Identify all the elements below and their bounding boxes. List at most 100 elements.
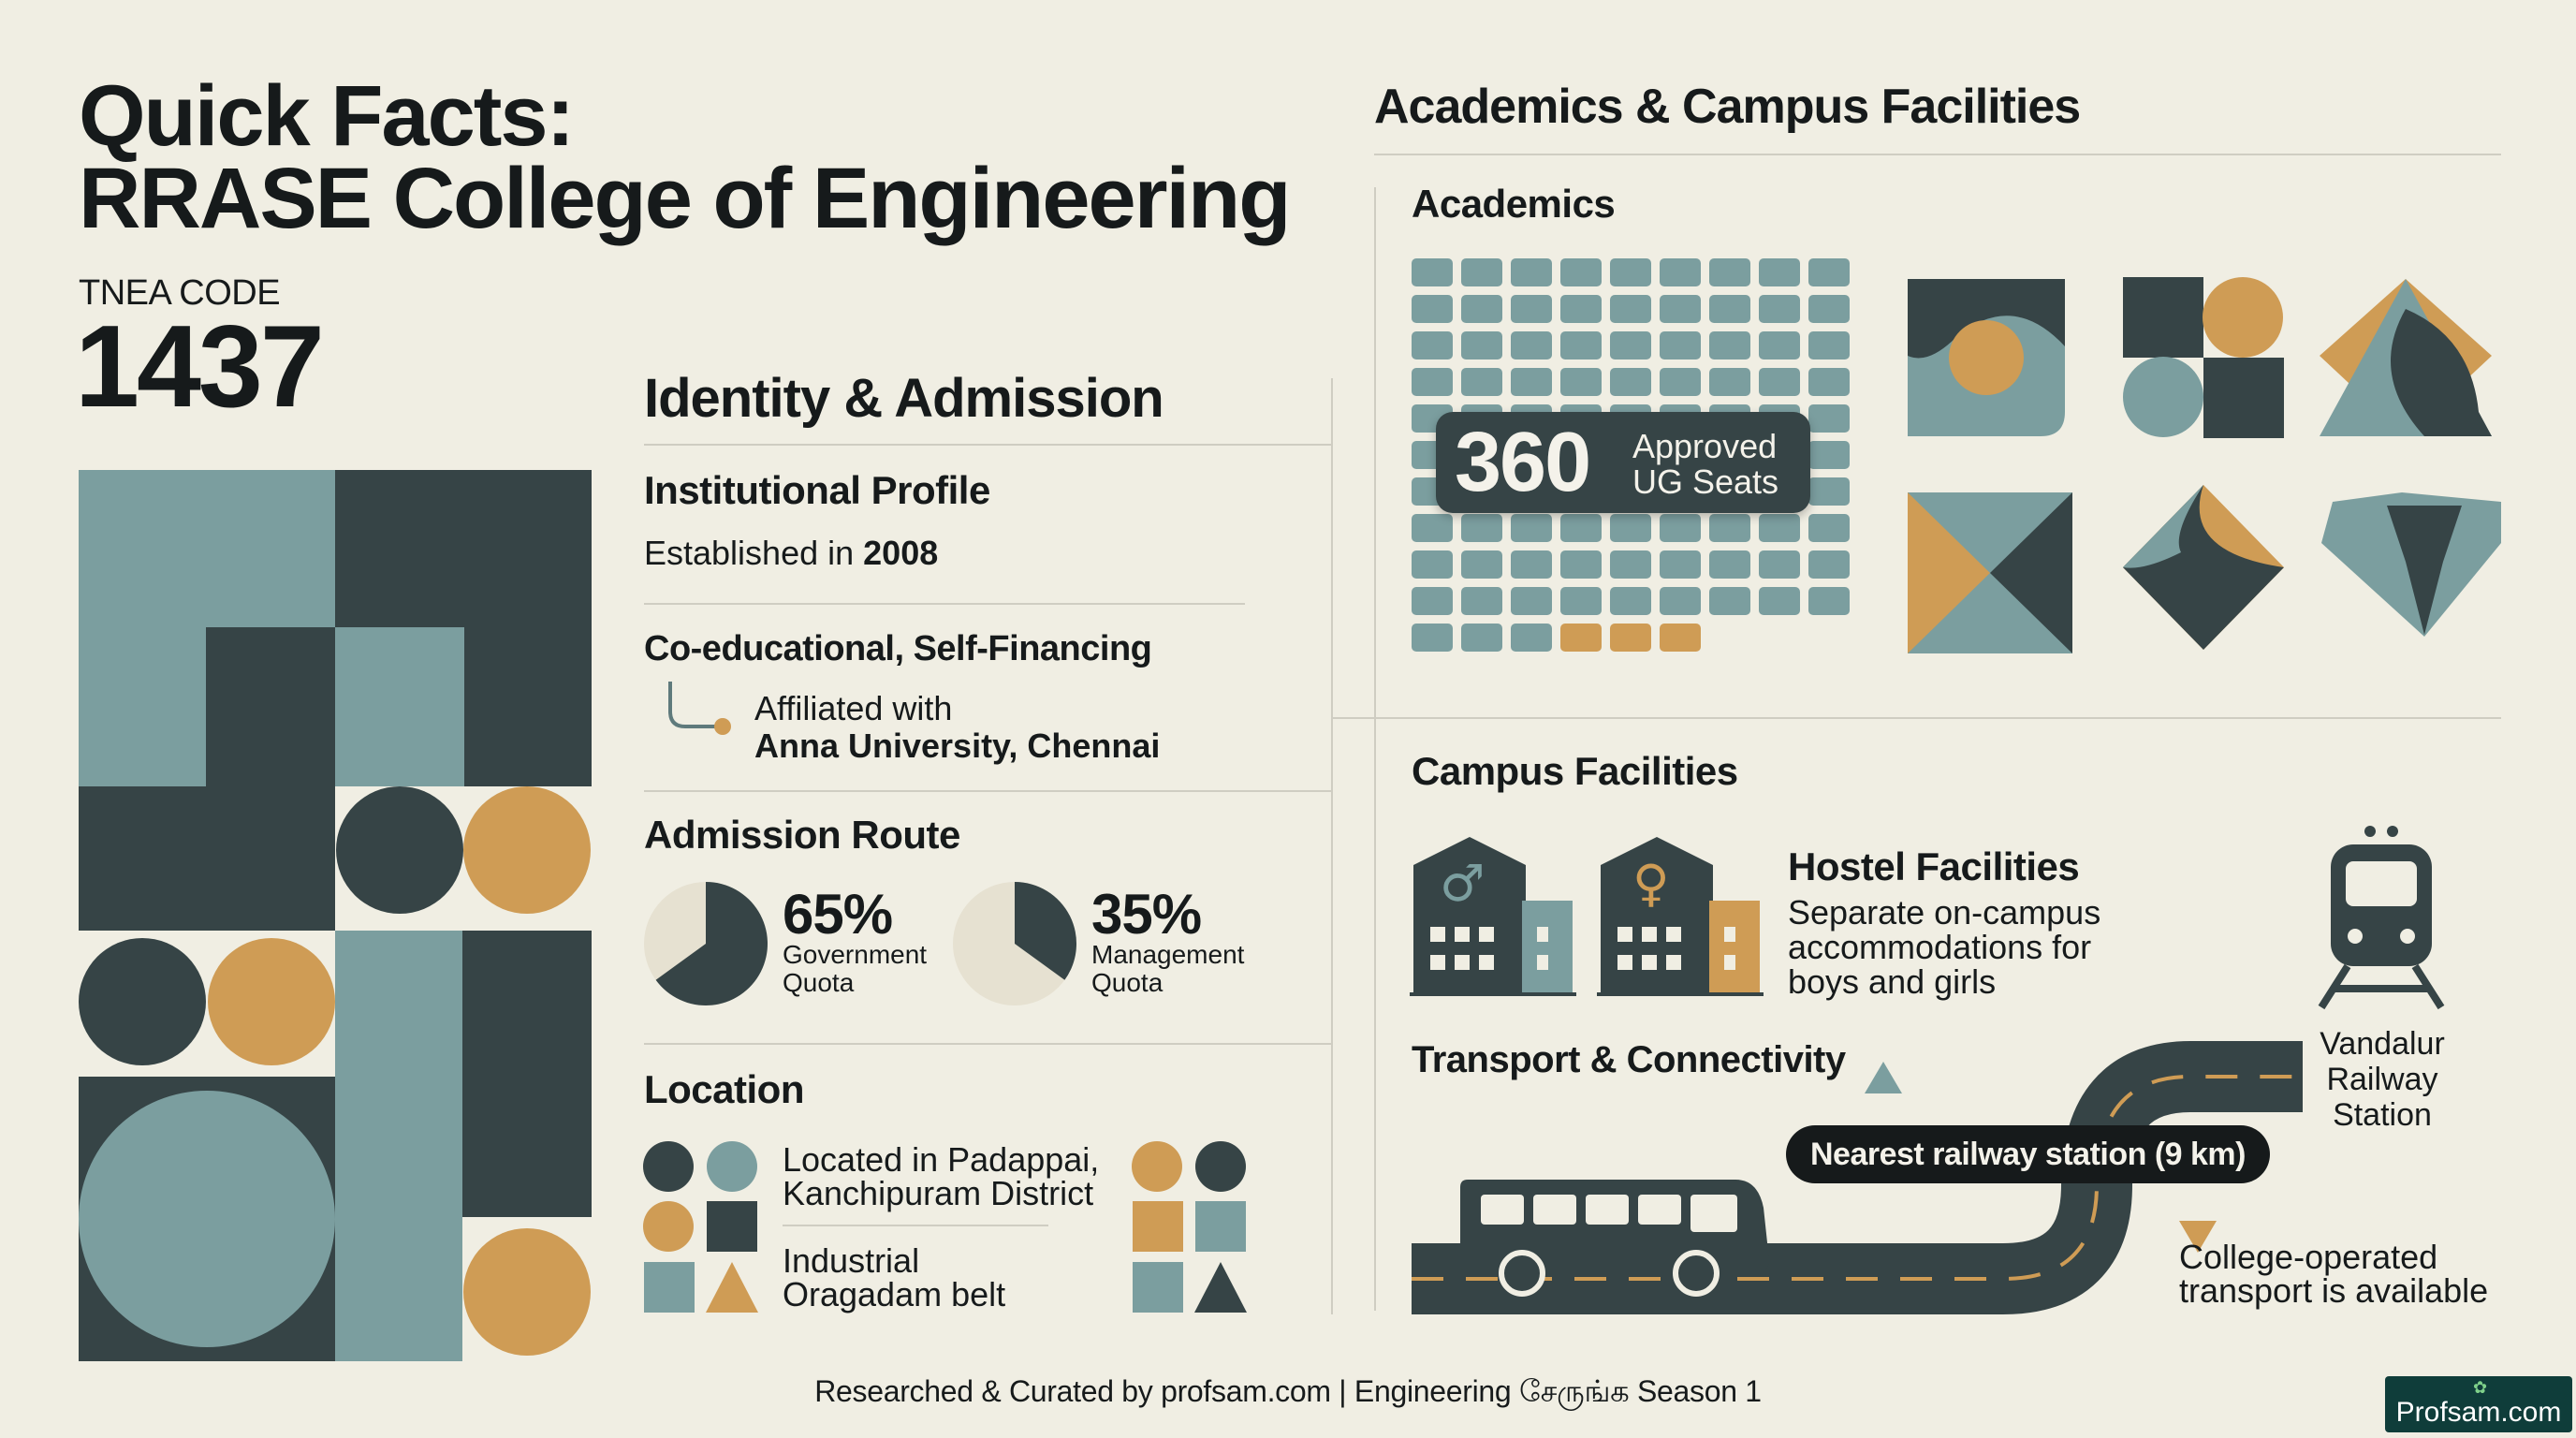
logo-icon: ✿ — [2473, 1378, 2488, 1397]
seat-cell — [1412, 624, 1453, 652]
railway-distance-pill: Nearest railway station (9 km) — [1786, 1125, 2270, 1183]
seat-cell — [1560, 331, 1602, 360]
seat-cell — [1759, 331, 1800, 360]
established-line: Established in 2008 — [644, 536, 938, 571]
mosaic-circle — [79, 1091, 335, 1347]
seat-cell — [1511, 550, 1552, 579]
hostel-heading: Hostel Facilities — [1788, 844, 2080, 888]
seat-cell — [1660, 550, 1701, 579]
station-line-2: Railway — [2326, 1062, 2438, 1097]
station-line-1: Vandalur — [2320, 1026, 2445, 1062]
seat-cell — [1610, 550, 1651, 579]
mosaic-block — [79, 786, 335, 931]
boys-hostel-building-icon — [1410, 837, 1576, 996]
geometric-shapes-icon — [1908, 277, 2501, 653]
train-icon — [2318, 826, 2445, 1010]
seat-cell — [1461, 258, 1502, 286]
seat-cell — [1560, 258, 1602, 286]
seat-cell — [1808, 587, 1850, 615]
seats-label-1: Approved — [1632, 427, 1778, 465]
seat-cell — [1808, 441, 1850, 469]
government-quota-pie — [644, 882, 768, 1005]
identity-divider — [644, 444, 1331, 446]
government-quota-label-1: Government — [783, 940, 928, 969]
affiliation-divider — [644, 790, 1331, 792]
location-shapes-right-icon — [1132, 1141, 1247, 1313]
campus-heading: Campus Facilities — [1412, 749, 1738, 793]
mosaic-block — [462, 1077, 592, 1217]
seat-cell — [1511, 368, 1552, 396]
seat-cell — [1461, 331, 1502, 360]
seat-cell — [1461, 514, 1502, 542]
seat-cell — [1709, 587, 1750, 615]
affiliated-line-1: Affiliated with — [754, 689, 953, 727]
affiliated-line-2: Anna University, Chennai — [754, 726, 1161, 765]
seat-cell — [1709, 258, 1750, 286]
seat-cell — [1461, 550, 1502, 579]
identity-heading: Identity & Admission — [644, 368, 1164, 429]
seat-cell — [1660, 624, 1701, 652]
seat-cell — [1511, 624, 1552, 652]
seat-cell — [1610, 368, 1651, 396]
seat-cell — [1808, 404, 1850, 433]
section-title-divider — [1374, 154, 2501, 155]
management-quota-label-1: Management — [1091, 940, 1245, 969]
seat-cell — [1808, 368, 1850, 396]
seats-label-2: UG Seats — [1632, 462, 1779, 501]
college-transport-line-2: transport is available — [2179, 1271, 2489, 1310]
title-line-2: RRASE College of Engineering — [79, 151, 1291, 246]
seat-cell — [1759, 587, 1800, 615]
seat-cell — [1461, 587, 1502, 615]
government-quota-percent: 65% — [783, 883, 893, 946]
seat-cell — [1511, 258, 1552, 286]
seat-cell — [1511, 587, 1552, 615]
seat-cell — [1511, 514, 1552, 542]
seat-cell — [1560, 368, 1602, 396]
profile-divider — [644, 603, 1245, 605]
seat-cell — [1511, 295, 1552, 323]
admission-heading: Admission Route — [644, 813, 960, 857]
tnea-code-label: TNEA CODE — [79, 273, 281, 313]
seat-cell — [1709, 514, 1750, 542]
seat-cell — [1412, 368, 1453, 396]
section-title-academics-campus: Academics & Campus Facilities — [1374, 80, 2081, 134]
bus-icon — [1460, 1180, 1769, 1297]
seat-cell — [1808, 258, 1850, 286]
mosaic-block — [206, 627, 335, 786]
seat-cell — [1660, 331, 1701, 360]
column-divider — [1331, 378, 1333, 1314]
seat-cell — [1610, 258, 1651, 286]
admission-divider — [644, 1043, 1331, 1045]
title-line-1: Quick Facts: — [79, 68, 575, 164]
seat-cell — [1660, 368, 1701, 396]
seat-cell — [1660, 295, 1701, 323]
mosaic-circle — [336, 786, 463, 914]
seat-cell — [1660, 587, 1701, 615]
seat-cell — [1660, 258, 1701, 286]
location-line-2b: Oragadam belt — [783, 1275, 1006, 1313]
hostel-text-1: Separate on-campus — [1788, 893, 2101, 932]
girls-hostel-building-icon — [1597, 837, 1764, 996]
established-year: 2008 — [863, 534, 939, 572]
seat-cell — [1808, 550, 1850, 579]
road-illustration — [1412, 1041, 2303, 1314]
mosaic-circle — [208, 938, 335, 1065]
management-quota-percent: 35% — [1091, 883, 1202, 946]
footer-credit: Researched & Curated by profsam.com | En… — [814, 1374, 1762, 1408]
mosaic-block — [335, 1077, 462, 1361]
seat-cell — [1560, 295, 1602, 323]
seats-badge: 360 Approved UG Seats — [1436, 412, 1810, 513]
seat-cell — [1610, 514, 1651, 542]
location-line-1b: Kanchipuram District — [783, 1174, 1094, 1212]
profsam-badge: ✿ Profsam.com — [2385, 1376, 2572, 1432]
seat-cell — [1610, 587, 1651, 615]
seat-cell — [1709, 295, 1750, 323]
seat-cell — [1412, 550, 1453, 579]
mosaic-block — [335, 931, 462, 1077]
location-line-2a: Industrial — [783, 1241, 920, 1280]
academics-heading: Academics — [1412, 182, 1616, 226]
location-line-1a: Located in Padappai, — [783, 1140, 1100, 1179]
location-divider — [783, 1225, 1048, 1226]
seat-cell — [1709, 368, 1750, 396]
seat-cell — [1610, 295, 1651, 323]
